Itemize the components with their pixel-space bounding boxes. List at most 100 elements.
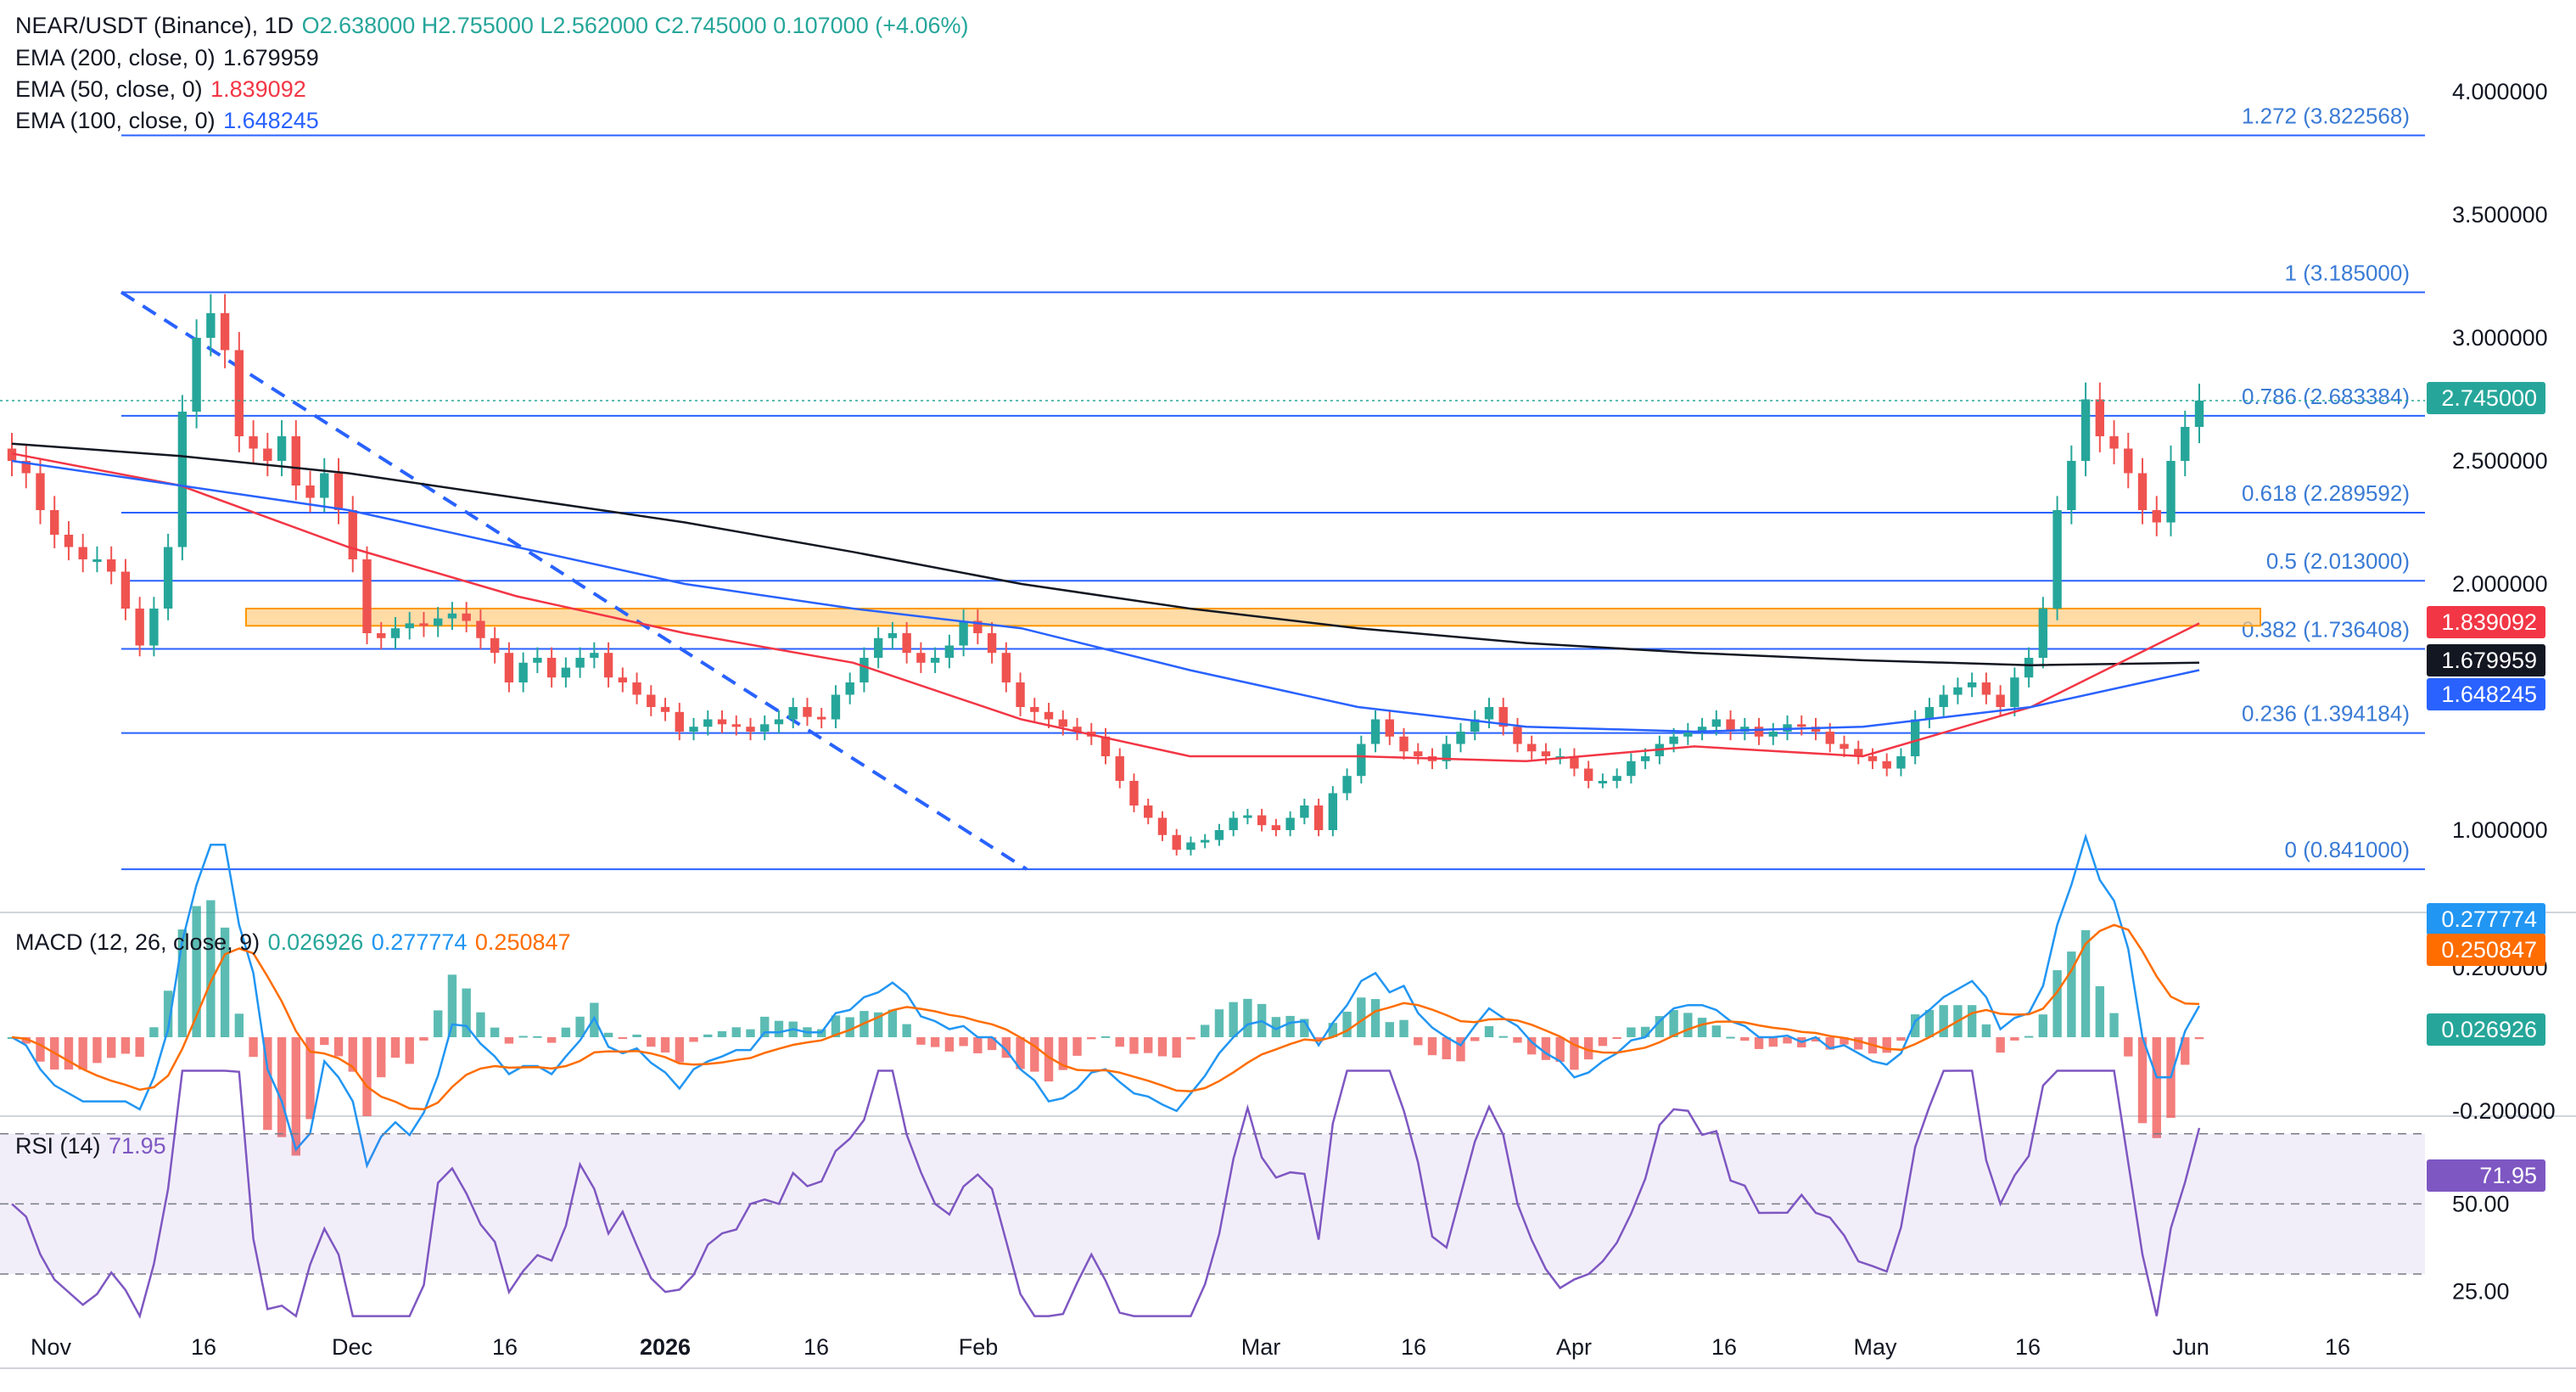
macd-histogram-bar xyxy=(675,1037,684,1063)
candle-body xyxy=(873,637,883,658)
macd-label: MACD (12, 26, close, 9) xyxy=(15,929,260,955)
candle-body xyxy=(533,658,542,663)
macd-histogram-bar xyxy=(377,1037,386,1078)
candle-body xyxy=(1840,744,1849,749)
candle-body xyxy=(1896,756,1906,769)
macd-histogram-bar xyxy=(1740,1037,1750,1041)
macd-histogram-bar xyxy=(1924,1009,1935,1037)
candle-body xyxy=(277,436,287,461)
candle-body xyxy=(177,412,188,547)
ema-lines xyxy=(11,442,2200,763)
macd-histogram-bar xyxy=(1016,1037,1025,1069)
macd-histogram-bar xyxy=(2095,985,2105,1037)
macd-histogram-bar xyxy=(1243,998,1252,1037)
symbol-label: NEAR/USDT (Binance), 1D xyxy=(15,13,294,38)
macd-histogram-bar xyxy=(1300,1019,1309,1037)
macd-histogram-bar xyxy=(504,1037,514,1044)
macd-histogram-bar xyxy=(1783,1037,1792,1044)
candle-body xyxy=(1939,694,1948,707)
macd-histogram-bar xyxy=(220,927,230,1037)
candle-body xyxy=(689,727,698,732)
macd-histogram-bar xyxy=(703,1034,713,1037)
y-tick-label: 2.500000 xyxy=(2452,448,2548,474)
macd-histogram-bar xyxy=(930,1037,940,1047)
macd-histogram-bar xyxy=(831,1015,841,1037)
candle-body xyxy=(476,620,485,638)
candle-body xyxy=(1541,751,1551,756)
support-zone xyxy=(245,608,2261,627)
macd-histogram-bar xyxy=(1157,1037,1168,1057)
y-tick-label: 3.000000 xyxy=(2452,325,2548,351)
macd-histogram-bar xyxy=(320,1037,329,1046)
macd-histogram-bar xyxy=(973,1037,983,1053)
macd-histogram-bar xyxy=(120,1037,131,1054)
candle-body xyxy=(1442,744,1451,761)
macd-histogram-bar xyxy=(1541,1037,1551,1060)
candle-body xyxy=(1456,732,1465,744)
candle-body xyxy=(1072,727,1082,732)
macd-histogram-bar xyxy=(177,929,188,1037)
macd-histogram-bar xyxy=(1570,1037,1579,1070)
candle-body xyxy=(1144,805,1153,818)
candle-body xyxy=(1953,687,1963,695)
rsi-badge: 71.95 xyxy=(2479,1163,2537,1188)
candle-body xyxy=(944,645,955,658)
header-legend: NEAR/USDT (Binance), 1D O2.638000 H2.755… xyxy=(15,10,971,41)
macd-histogram-bar xyxy=(1967,1005,1977,1037)
candle-body xyxy=(234,350,244,436)
rsi-legend: RSI (14) 71.95 xyxy=(15,1131,168,1161)
fib-label: 0.382 (1.736408) xyxy=(2242,616,2410,642)
candle-body xyxy=(1172,834,1181,850)
candle-body xyxy=(731,724,741,727)
macd-histogram-bar xyxy=(1427,1037,1437,1056)
candle-body xyxy=(320,473,329,498)
macd-histogram-bar xyxy=(1882,1037,1891,1053)
macd-hist-value: 0.026926 xyxy=(267,929,364,955)
macd-histogram-bar xyxy=(333,1037,344,1057)
macd-histogram-bar xyxy=(476,1012,485,1037)
candle-body xyxy=(263,448,272,461)
candle-body xyxy=(632,682,641,695)
macd-histogram-bar xyxy=(1825,1037,1834,1050)
macd-histogram-bar xyxy=(731,1027,741,1037)
macd-histogram-bar xyxy=(1229,1002,1238,1037)
candle-body xyxy=(2067,461,2076,510)
candle-body xyxy=(760,724,770,732)
macd-histogram-bar xyxy=(149,1027,159,1037)
macd-signal-value: 0.250847 xyxy=(474,929,571,955)
candle-body xyxy=(291,436,300,486)
candle-body xyxy=(1627,761,1636,777)
macd-histogram-bar xyxy=(2137,1037,2148,1124)
candle-body xyxy=(2038,609,2048,658)
macd-histogram-bar xyxy=(405,1037,414,1064)
macd-histogram-bar xyxy=(1100,1036,1111,1038)
macd-histogram-bar xyxy=(2124,1037,2133,1057)
macd-histogram-bar xyxy=(575,1016,585,1037)
macd-histogram-bar xyxy=(234,1013,244,1037)
candle-body xyxy=(2109,436,2119,449)
macd-histogram-bar xyxy=(1285,1015,1295,1037)
macd-histogram-bar xyxy=(632,1034,641,1037)
candle-body xyxy=(831,694,841,720)
macd-histogram-bar xyxy=(987,1037,997,1051)
ema200-label: EMA (200, close, 0) xyxy=(15,45,216,70)
candle-body xyxy=(860,658,869,682)
macd-histogram-bar xyxy=(1129,1037,1139,1054)
candle-body xyxy=(2137,473,2148,510)
macd-histogram-bar xyxy=(1840,1037,1849,1045)
candle-body xyxy=(2152,510,2161,523)
macd-histogram-bar xyxy=(1513,1037,1522,1043)
candle-body xyxy=(1271,825,1281,830)
candle-body xyxy=(2080,399,2091,461)
rsi-tick-label: 25.00 xyxy=(2452,1279,2510,1305)
candle-body xyxy=(788,707,798,720)
macd-badge: 0.277774 xyxy=(2441,906,2537,932)
macd-histogram-bar xyxy=(1214,1009,1224,1037)
candle-body xyxy=(434,618,443,626)
macd-histogram-bar xyxy=(163,991,173,1037)
candle-body xyxy=(7,448,17,461)
macd-histogram-bar xyxy=(1726,1036,1735,1039)
candle-body xyxy=(717,719,727,725)
macd-histogram-bar xyxy=(1001,1037,1011,1058)
macd-histogram-bar xyxy=(647,1037,656,1047)
